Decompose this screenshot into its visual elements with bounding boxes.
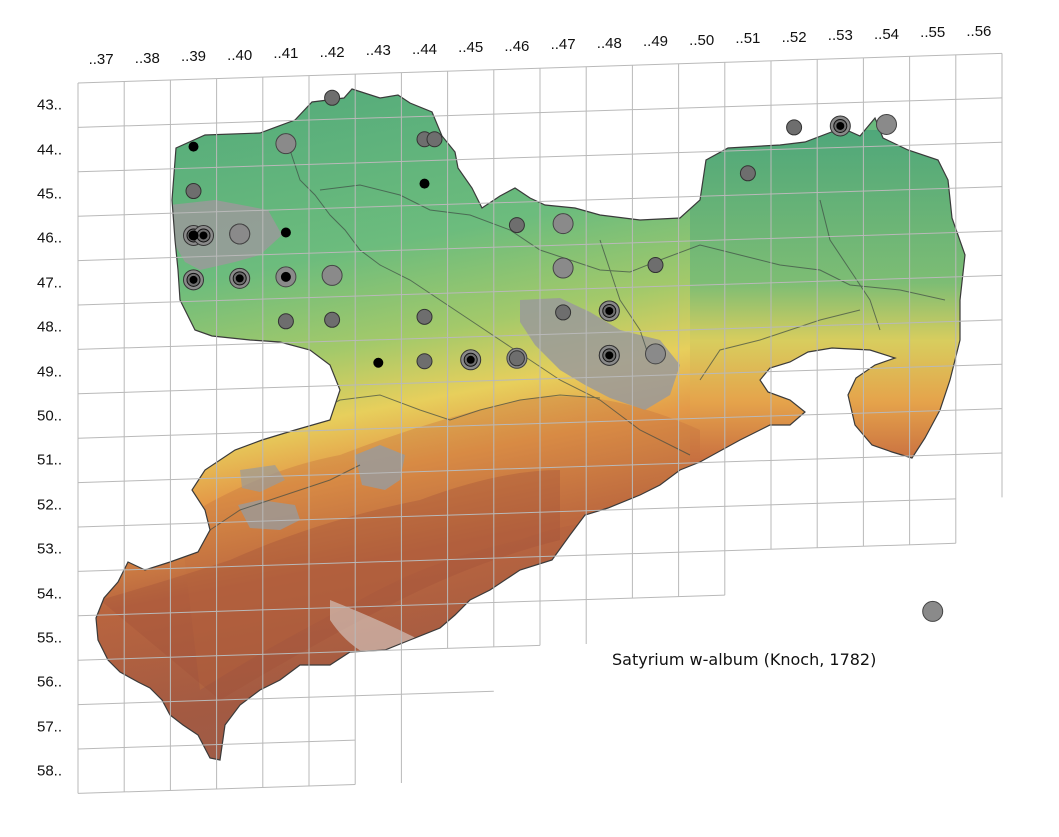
record-marker bbox=[829, 115, 851, 137]
column-label: ..39 bbox=[180, 48, 207, 66]
grid-lines bbox=[77, 52, 1003, 794]
row-label: 46.. bbox=[37, 229, 63, 247]
column-label: ..43 bbox=[365, 42, 391, 60]
record-marker bbox=[739, 165, 756, 182]
record-marker bbox=[188, 141, 199, 152]
record-marker bbox=[321, 264, 343, 286]
row-label: 44.. bbox=[37, 141, 63, 159]
record-marker bbox=[229, 223, 251, 245]
record-marker bbox=[508, 350, 525, 367]
row-label: 56.. bbox=[37, 673, 63, 691]
record-marker bbox=[460, 349, 482, 371]
column-label: ..56 bbox=[966, 22, 992, 40]
column-label: ..50 bbox=[689, 31, 715, 49]
record-marker bbox=[876, 113, 897, 135]
row-label: 45.. bbox=[37, 185, 63, 203]
record-marker bbox=[419, 178, 430, 189]
column-label: ..51 bbox=[735, 30, 761, 48]
column-label: ..42 bbox=[319, 43, 345, 61]
row-label: 55.. bbox=[37, 629, 63, 647]
record-marker bbox=[598, 300, 620, 322]
record-marker bbox=[416, 353, 433, 370]
record-marker bbox=[324, 311, 341, 328]
record-marker bbox=[555, 304, 572, 321]
record-marker bbox=[280, 227, 291, 238]
grid-row-line bbox=[77, 542, 956, 572]
record-marker bbox=[552, 213, 574, 235]
record-marker bbox=[373, 357, 384, 368]
column-label: ..40 bbox=[227, 46, 253, 64]
record-marker bbox=[508, 217, 525, 234]
species-caption: Satyrium w-album (Knoch, 1782) bbox=[612, 650, 877, 669]
record-marker bbox=[277, 313, 294, 330]
row-label: 52.. bbox=[37, 496, 63, 514]
record-marker bbox=[645, 343, 666, 365]
record-markers bbox=[183, 89, 944, 622]
record-marker bbox=[280, 271, 291, 282]
column-label: ..53 bbox=[827, 27, 853, 45]
column-label: ..52 bbox=[781, 28, 807, 46]
record-marker bbox=[185, 183, 202, 200]
record-marker bbox=[416, 308, 433, 325]
record-marker bbox=[188, 230, 199, 241]
column-label: ..48 bbox=[596, 34, 622, 52]
column-label: ..38 bbox=[134, 49, 160, 67]
column-label: ..41 bbox=[273, 45, 299, 63]
row-label: 57.. bbox=[37, 718, 63, 736]
column-label: ..45 bbox=[458, 39, 484, 57]
row-label: 51.. bbox=[37, 451, 63, 469]
grid-row-line bbox=[77, 690, 494, 706]
column-label: ..54 bbox=[873, 25, 900, 43]
record-marker bbox=[552, 257, 574, 279]
column-label: ..37 bbox=[88, 51, 114, 68]
record-marker bbox=[275, 133, 297, 155]
row-label: 47.. bbox=[37, 274, 63, 292]
column-label: ..44 bbox=[411, 40, 438, 58]
grid-row-line bbox=[77, 498, 956, 528]
record-marker bbox=[647, 257, 664, 274]
row-label: 54.. bbox=[37, 585, 63, 603]
row-label: 43.. bbox=[37, 96, 63, 114]
record-marker bbox=[229, 267, 251, 289]
relief-layer bbox=[96, 89, 965, 760]
record-marker bbox=[786, 119, 803, 136]
record-marker bbox=[183, 269, 204, 291]
column-label: ..47 bbox=[550, 36, 576, 54]
row-label: 50.. bbox=[37, 407, 63, 425]
record-marker bbox=[426, 131, 443, 148]
row-label: 53.. bbox=[37, 540, 63, 558]
record-marker bbox=[324, 89, 341, 106]
record-marker bbox=[598, 344, 620, 366]
row-label: 48.. bbox=[37, 318, 63, 336]
column-label: ..55 bbox=[920, 24, 946, 42]
record-marker bbox=[922, 600, 944, 622]
row-label: 49.. bbox=[37, 363, 63, 381]
row-label: 58.. bbox=[37, 762, 63, 780]
column-label: ..49 bbox=[642, 33, 669, 51]
column-label: ..46 bbox=[504, 37, 530, 55]
